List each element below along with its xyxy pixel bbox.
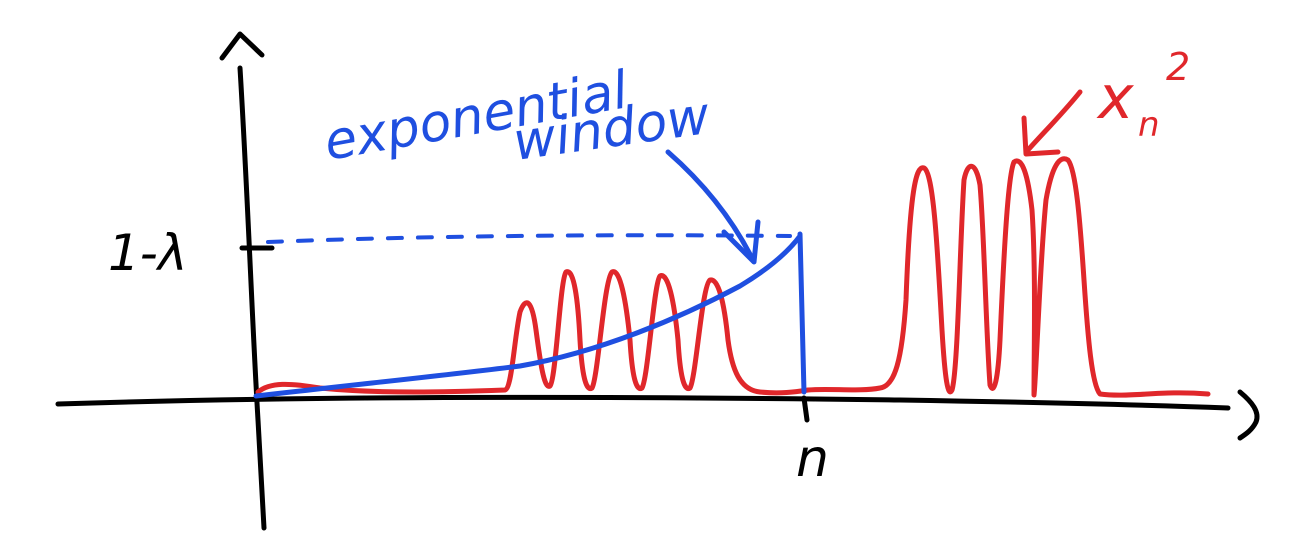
signal-label-superscript: 2 <box>1166 45 1190 89</box>
window-pointer-arrowhead <box>721 219 761 265</box>
exponential-window-curve <box>253 233 803 399</box>
signal-label: x n 2 <box>1096 45 1190 145</box>
y-tick-label: 1-λ <box>108 224 187 282</box>
x-tick <box>801 395 810 423</box>
signal-curve <box>255 156 1211 398</box>
x-axis <box>55 394 1231 411</box>
axes <box>55 31 1260 531</box>
x-tick-label: n <box>796 429 829 489</box>
level-dashed-line <box>266 233 792 244</box>
window-pointer-arrow <box>665 149 755 261</box>
signal-pointer-arrowhead <box>1021 115 1061 157</box>
window-cutoff-line <box>797 231 807 395</box>
signal-label-subscript: n <box>1138 105 1160 145</box>
signal-label-base: x <box>1096 63 1134 133</box>
y-axis-arrowhead <box>219 31 265 61</box>
signal-pointer-arrow <box>1025 89 1083 153</box>
y-axis <box>237 65 267 531</box>
x-axis-arrowhead <box>1237 389 1260 441</box>
